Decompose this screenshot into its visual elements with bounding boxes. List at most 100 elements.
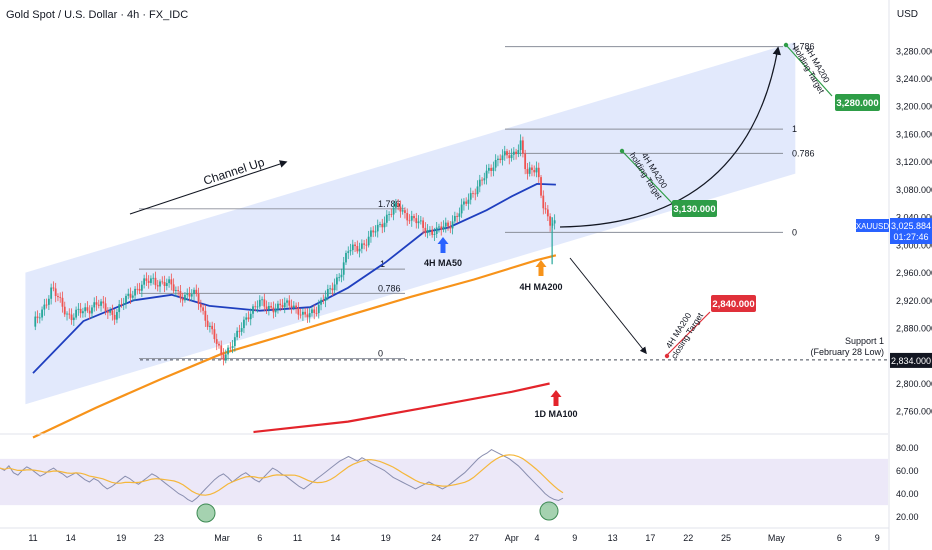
candle-body bbox=[45, 304, 48, 306]
last-price-badge-bg bbox=[890, 218, 932, 244]
target-line-2840 bbox=[666, 311, 711, 356]
support-price-badge: 2,834.000 bbox=[891, 356, 931, 366]
candle-body bbox=[247, 317, 250, 320]
candle-body bbox=[526, 169, 529, 174]
candle-body bbox=[277, 303, 279, 310]
fib-level-right-label: 1.786 bbox=[792, 42, 815, 52]
candle-body bbox=[118, 304, 121, 313]
candle-body bbox=[145, 278, 148, 281]
candle-body bbox=[218, 343, 220, 346]
price-tick-label: 2,960.000 bbox=[896, 268, 932, 278]
candle-body bbox=[304, 311, 307, 315]
candle-body bbox=[256, 306, 259, 308]
candle-body bbox=[77, 308, 80, 310]
candle-body bbox=[206, 320, 209, 327]
candle-body bbox=[324, 296, 327, 301]
candle-body bbox=[72, 317, 75, 321]
price-tick-label: 2,920.000 bbox=[896, 296, 932, 306]
candle-body bbox=[272, 307, 275, 313]
candle-body bbox=[474, 193, 477, 195]
fib-level-left-label: 0.786 bbox=[378, 283, 401, 293]
fib-level-right-label: 0.786 bbox=[792, 148, 815, 158]
candle-body bbox=[224, 354, 227, 360]
candle-body bbox=[140, 284, 143, 291]
candle-body bbox=[240, 328, 243, 332]
candle-body bbox=[188, 293, 191, 297]
price-tick-label: 3,080.000 bbox=[896, 185, 932, 195]
candle-body bbox=[553, 220, 556, 224]
rsi-low-marker-icon bbox=[196, 503, 216, 523]
candle-body bbox=[317, 304, 320, 314]
candle-body bbox=[209, 325, 211, 327]
candle-body bbox=[50, 287, 53, 299]
candle-body bbox=[109, 310, 112, 313]
candle-body bbox=[410, 215, 413, 221]
time-tick-label: 9 bbox=[875, 533, 880, 543]
candle-body bbox=[174, 290, 177, 291]
time-tick-label: 23 bbox=[154, 533, 164, 543]
candle-body bbox=[159, 281, 161, 287]
candle-body bbox=[274, 309, 277, 313]
candle-body bbox=[517, 150, 520, 155]
target-badge-2840-bg bbox=[711, 295, 756, 312]
candle-body bbox=[66, 313, 68, 315]
candle-body bbox=[372, 230, 375, 233]
candle-body bbox=[81, 311, 84, 314]
candle-body bbox=[453, 215, 456, 222]
candle-body bbox=[79, 308, 82, 314]
candle-body bbox=[286, 300, 288, 303]
candle-body bbox=[413, 215, 415, 219]
candle-body bbox=[204, 310, 207, 321]
candle-body bbox=[465, 201, 468, 204]
candle-body bbox=[347, 251, 350, 253]
candle-body bbox=[261, 299, 263, 301]
candle-body bbox=[93, 302, 96, 308]
candle-body bbox=[404, 210, 406, 213]
candle-body bbox=[322, 299, 325, 301]
candle-body bbox=[213, 329, 216, 340]
fib-level-left-label: 0 bbox=[378, 349, 383, 359]
candle-body bbox=[306, 314, 309, 318]
candle-body bbox=[417, 221, 420, 224]
channel-arrow bbox=[129, 160, 288, 215]
candle-body bbox=[415, 218, 418, 224]
candle-body bbox=[345, 252, 347, 263]
target-badge-3130-bg bbox=[672, 200, 717, 217]
candle-body bbox=[481, 179, 483, 181]
candle-body bbox=[510, 154, 513, 159]
chart-title: Gold Spot / U.S. Dollar · 4h · FX_IDC bbox=[6, 9, 189, 21]
candle-body bbox=[358, 248, 361, 252]
price-tick-label: 3,200.000 bbox=[896, 102, 932, 112]
candle-body bbox=[515, 151, 517, 155]
candle-body bbox=[429, 229, 431, 231]
price-tick-label: 2,880.000 bbox=[896, 324, 932, 334]
candle-body bbox=[379, 223, 381, 225]
time-tick-label: 19 bbox=[381, 533, 391, 543]
candle-body bbox=[299, 314, 302, 316]
candle-body bbox=[503, 151, 506, 156]
candle-body bbox=[111, 310, 114, 315]
candle-body bbox=[288, 300, 291, 306]
candle-body bbox=[61, 297, 64, 307]
target-dot-3280 bbox=[783, 42, 789, 48]
support-price-badge-bg bbox=[890, 352, 932, 368]
candle-body bbox=[308, 313, 311, 318]
candle-body bbox=[494, 159, 497, 168]
candle-body bbox=[485, 170, 488, 179]
candle-body bbox=[401, 210, 404, 212]
candle-body bbox=[483, 178, 486, 181]
ma100-daily-line bbox=[253, 382, 550, 434]
candle-body bbox=[487, 167, 490, 171]
candle-body bbox=[68, 313, 71, 315]
target-dot-3130 bbox=[619, 148, 625, 154]
candle-body bbox=[252, 306, 254, 314]
time-tick-label: 17 bbox=[645, 533, 655, 543]
candle-body bbox=[363, 243, 366, 245]
candle-body bbox=[136, 288, 139, 290]
candle-body bbox=[406, 212, 409, 221]
candle-body bbox=[458, 213, 461, 217]
time-tick-label: 19 bbox=[116, 533, 126, 543]
candle-body bbox=[463, 201, 465, 205]
